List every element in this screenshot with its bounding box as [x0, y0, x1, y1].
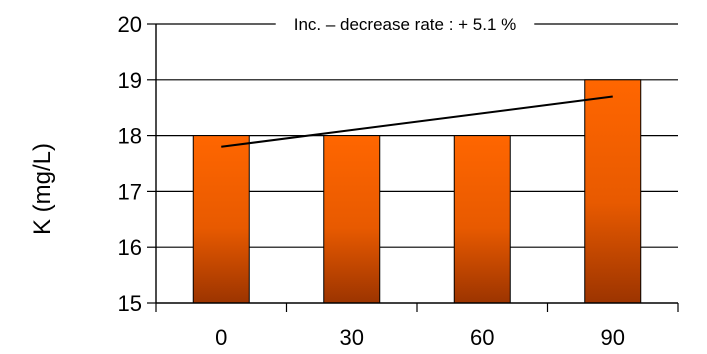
x-tick-label: 90	[601, 325, 625, 350]
axes	[147, 23, 679, 312]
y-tick-label: 17	[118, 179, 142, 204]
y-tick-label: 15	[118, 291, 142, 316]
y-tick-label: 18	[118, 124, 142, 149]
bar-60	[453, 135, 511, 304]
y-tick-label: 20	[118, 12, 142, 37]
annotation-background	[275, 13, 535, 36]
x-tick-label: 60	[470, 325, 494, 350]
bar-0	[192, 135, 250, 304]
x-tick-label: 0	[215, 325, 227, 350]
x-tick-label: 30	[340, 325, 364, 350]
bars	[192, 79, 642, 304]
y-axis-title: K (mg/L)	[29, 143, 56, 235]
trend-line	[221, 95, 613, 148]
rate-annotation: Inc. – decrease rate : + 5.1 %	[294, 15, 517, 34]
y-tick-label: 16	[118, 235, 142, 260]
bar-90	[584, 79, 642, 304]
bar-30	[323, 135, 381, 304]
tick-labels: 15 16 17 18 19 20 0 30 60 90	[118, 12, 625, 350]
y-tick-label: 19	[118, 68, 142, 93]
